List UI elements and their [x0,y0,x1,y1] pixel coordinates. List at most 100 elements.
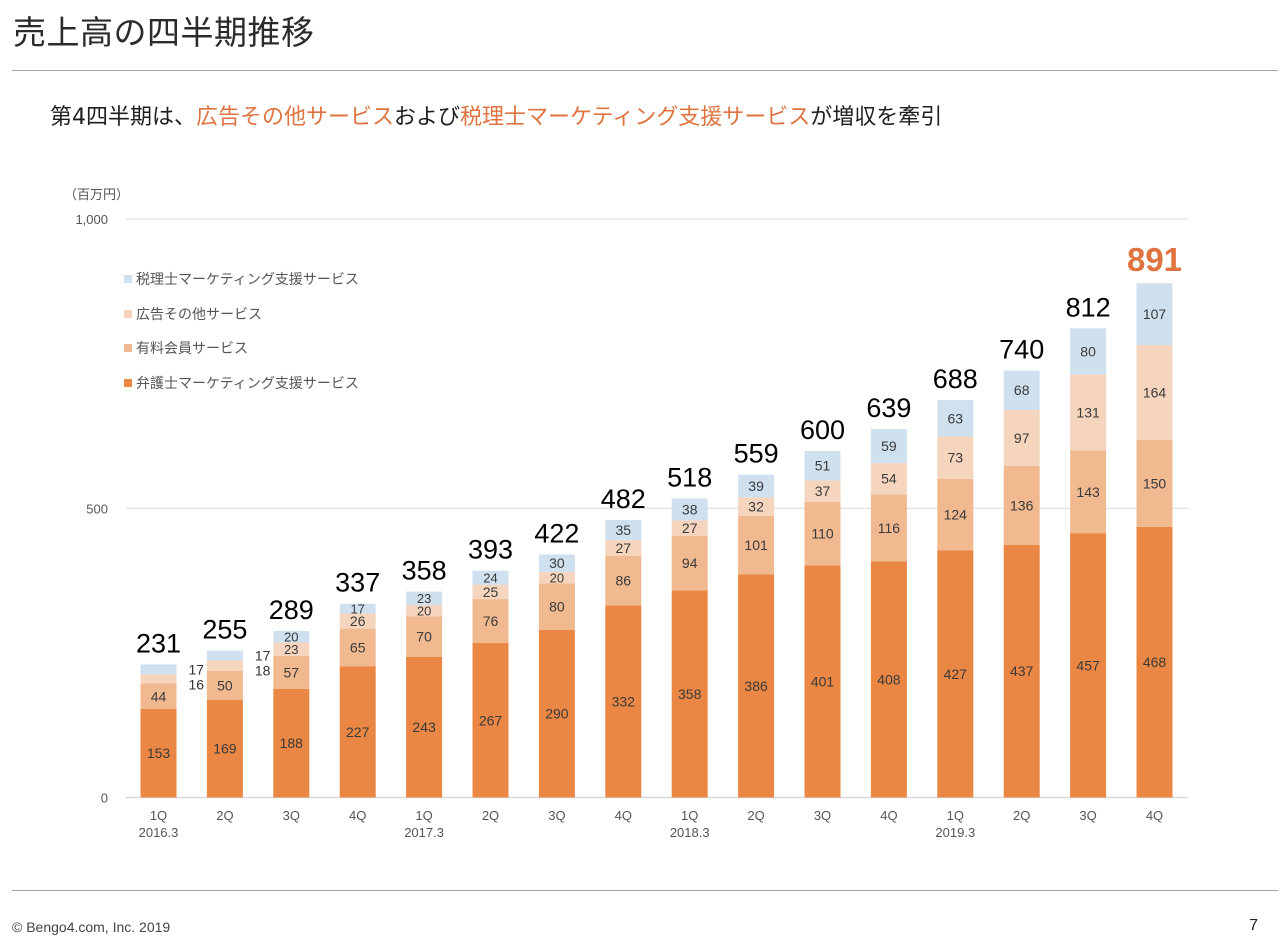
bar-segment [472,643,509,798]
segment-label: 290 [545,706,569,722]
x-tick-label: 3Q [1079,808,1096,823]
segment-label: 57 [284,664,300,680]
bar-segment [937,436,974,479]
segment-label: 124 [944,507,968,523]
y-tick-label: 1,000 [75,212,108,227]
x-tick-label: 2Q [482,808,499,823]
x-group-label: 2019.3 [935,825,975,840]
segment-label: 188 [280,735,304,751]
segment-label: 63 [948,410,964,426]
subtitle-highlight-tax-accountant: 税理士マーケティング支援サービス [460,105,811,130]
bar-segment [605,605,642,798]
segment-label: 27 [616,540,632,556]
bar-segment [738,574,775,798]
bar-segment [472,584,509,600]
bar-segment [1136,283,1173,346]
segment-label: 54 [881,471,897,487]
total-label: 740 [999,335,1044,365]
total-label: 393 [468,535,513,565]
bar-segment [870,463,907,495]
bar-segment [339,613,376,629]
x-tick-label: 4Q [615,808,632,823]
bar-segment [538,571,575,584]
y-tick-label: 500 [86,501,108,516]
segment-label: 457 [1076,657,1100,673]
segment-label: 86 [616,573,632,589]
bar-segment [538,629,575,798]
bar-segment [605,540,642,556]
x-tick-label: 1Q [681,808,698,823]
title-divider [12,70,1278,71]
segment-label: 358 [678,686,702,702]
bar-segment [339,666,376,798]
segment-label: 94 [682,555,698,571]
segment-label: 17 [350,602,364,617]
bar-segment [937,400,974,437]
bar-segment [273,630,310,643]
segment-label: 17 [189,661,205,677]
footer-divider [12,890,1278,891]
x-tick-label: 2Q [747,808,764,823]
segment-label: 110 [811,526,834,542]
subtitle: 第4四半期は、広告その他サービスおよび税理士マーケティング支援サービスが増収を牽… [50,99,942,131]
bar-segment [1070,328,1107,375]
segment-label: 73 [948,450,964,466]
page-title: 売上高の四半期推移 [13,13,315,52]
bar-segment [1070,374,1107,451]
legend-label: 弁護士マーケティング支援サービス [136,375,359,392]
legend-swatch [124,344,132,353]
total-label: 600 [800,415,845,445]
bar-segment [804,565,841,798]
legend-item-advertising-other: 広告その他サービス [124,297,359,332]
bar-segment [1003,370,1040,410]
legend-swatch [124,309,132,318]
bar-segment [1070,533,1107,798]
bar-segment [472,570,509,585]
bar-segment [870,494,907,562]
bar-segment [738,497,775,516]
bar-segment [1003,466,1040,545]
segment-label: 51 [815,458,831,474]
segment-label: 97 [1014,430,1030,446]
x-tick-label: 4Q [880,808,897,823]
bar-segment [1136,439,1173,527]
segment-label: 25 [483,584,499,600]
segment-label: 468 [1143,654,1167,670]
x-tick-label: 1Q [415,808,432,823]
segment-label: 30 [549,555,565,571]
x-tick-label: 2Q [216,808,233,823]
total-label: 518 [667,462,712,492]
total-label: 812 [1066,292,1111,322]
total-label: 337 [335,568,380,598]
segment-label: 427 [944,666,968,682]
legend-label: 広告その他サービス [136,306,262,323]
bar-segment [339,628,376,667]
bar-segment [1003,544,1040,798]
x-tick-label: 3Q [814,808,831,823]
total-label-highlight: 891 [1127,241,1182,278]
bar-segment [406,616,443,657]
bar-segment [273,642,310,656]
segment-label: 50 [217,677,233,693]
segment-label: 37 [815,483,831,499]
subtitle-part: および [394,105,461,130]
bar-segment [671,536,708,591]
segment-label: 59 [881,438,897,454]
segment-label: 131 [1076,405,1100,421]
x-tick-label: 1Q [150,808,167,823]
bar-segment [273,688,310,798]
segment-label: 23 [284,642,298,657]
total-label: 688 [933,364,978,394]
x-tick-label: 1Q [947,808,964,823]
total-label: 482 [601,484,646,514]
segment-label: 24 [483,571,497,586]
bar-segment [140,683,177,709]
segment-label: 267 [479,712,503,728]
segment-label: 68 [1014,382,1030,398]
bar-segment [140,674,177,684]
chart-legend: 税理士マーケティング支援サービス 広告その他サービス 有料会員サービス 弁護士マ… [124,262,359,400]
bar-segment [538,554,575,572]
bar-segment [1003,409,1040,467]
subtitle-part: が増収を牽引 [810,105,943,130]
